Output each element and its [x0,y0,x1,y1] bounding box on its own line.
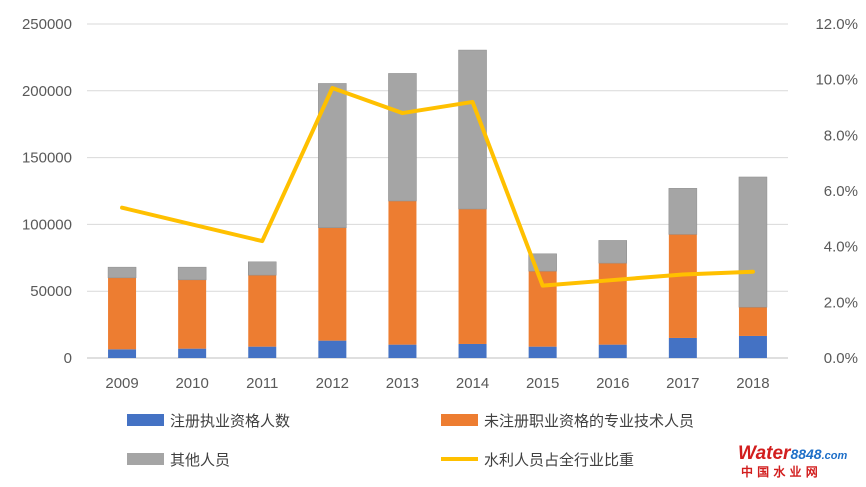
bar-segment [108,277,137,350]
bar-segment [248,346,277,358]
bar-series [107,49,768,358]
y-right-tick-label: 12.0% [815,16,858,33]
axis-labels: 0 50000 100000 150000 200000 250000 0.0% 2.0% 4.… [22,16,858,392]
bar-segment [528,346,557,358]
y-right-tick-label: 6.0% [824,183,858,200]
watermark-brand-suffix: .com [822,450,848,462]
legend-label-registered: 注册执业资格人数 [170,412,290,430]
bar-segment [388,201,417,345]
legend-label-ratio: 水利人员占全行业比重 [484,451,634,469]
bar-segment [738,176,768,308]
bar-segment [108,349,137,358]
bar-segment [668,234,697,338]
legend-swatch-unregistered [441,414,478,426]
bar-segment [668,337,697,358]
x-tick-label: 2009 [105,375,138,392]
y-right-tick-label: 0.0% [824,350,858,367]
watermark-brand-cn: 中 国 水 业 网 [741,464,818,479]
bar-segment [738,307,767,336]
bar-segment [248,261,277,276]
y-left-tick-label: 200000 [22,83,72,100]
x-tick-label: 2017 [666,375,699,392]
x-tick-label: 2013 [386,375,419,392]
bar-segment [178,348,207,358]
watermark-logo: Water8848.com 中 国 水 业 网 [738,443,848,479]
y-left-tick-label: 50000 [30,283,72,300]
x-tick-label: 2014 [456,375,489,392]
y-right-tick-label: 10.0% [815,72,858,89]
bar-segment [248,275,277,347]
x-tick-label: 2011 [246,375,278,392]
y-left-tick-label: 0 [64,350,72,367]
watermark-brand-num: 8848 [790,446,821,462]
bar-segment [458,209,487,344]
bar-segment [178,279,207,349]
legend-label-unregistered: 未注册职业资格的专业技术人员 [484,412,694,430]
bar-segment [598,344,627,358]
bar-segment [318,227,347,341]
legend: 注册执业资格人数 未注册职业资格的专业技术人员 其他人员 水利人员占全行业比重 [127,412,694,469]
bar-segment [598,240,627,264]
line-series [120,86,755,288]
y-left-tick-label: 150000 [22,150,72,167]
svg-text:Water8848.com: Water8848.com [738,443,848,464]
y-right-tick-label: 2.0% [824,294,858,311]
bar-segment [668,188,698,235]
y-left-tick-label: 250000 [22,16,72,33]
legend-swatch-registered [127,414,164,426]
bar-segment [458,343,487,358]
bar-segment [177,266,207,281]
bar-segment [738,335,767,358]
bar-segment [598,263,627,345]
bar-segment [107,266,137,279]
legend-label-other: 其他人员 [170,451,230,469]
y-left-tick-label: 100000 [22,216,72,233]
x-tick-label: 2015 [526,375,559,392]
y-right-tick-label: 4.0% [824,239,858,256]
y-right-tick-label: 8.0% [824,127,858,144]
x-tick-label: 2016 [596,375,629,392]
x-tick-label: 2018 [736,375,769,392]
bar-segment [388,344,417,358]
watermark-brand-main: Water [738,443,792,464]
x-tick-label: 2010 [175,375,208,392]
legend-swatch-other [127,453,164,465]
bar-segment [318,340,347,358]
bar-segment [388,73,417,202]
ratio-line [120,86,755,288]
x-tick-label: 2012 [316,375,349,392]
